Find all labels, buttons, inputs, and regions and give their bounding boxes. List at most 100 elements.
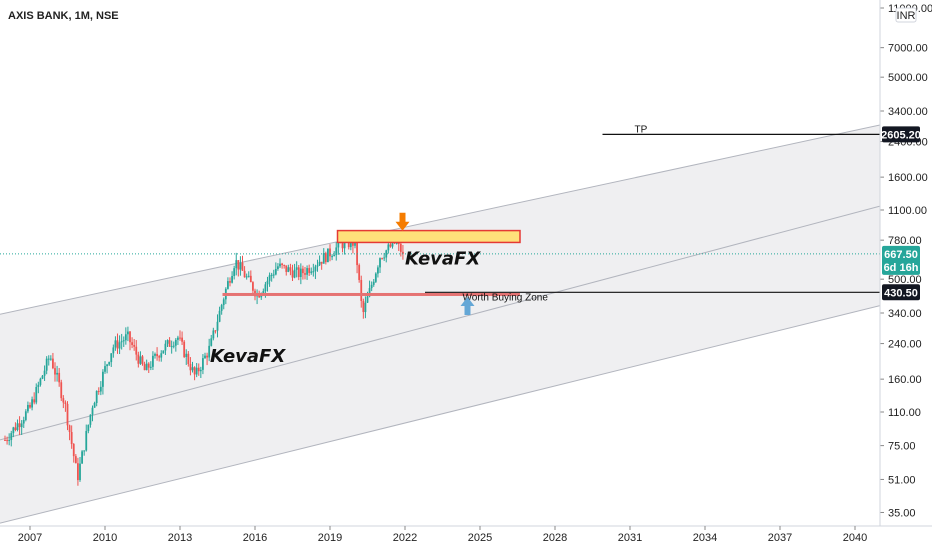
candle-body[interactable] [156,353,158,357]
candle-body[interactable] [91,407,94,415]
candle-body[interactable] [118,342,121,349]
candle-body[interactable] [385,250,388,258]
candle-body[interactable] [135,346,138,355]
candle-body[interactable] [47,358,50,360]
candle-body[interactable] [54,368,56,375]
candle-body[interactable] [287,267,290,272]
candle-body[interactable] [131,342,133,345]
candle-body[interactable] [35,387,38,403]
candle-body[interactable] [387,244,390,251]
candle-body[interactable] [204,355,206,359]
candle-body[interactable] [366,296,369,303]
candle-body[interactable] [324,253,327,263]
candle-body[interactable] [220,305,223,311]
candle-body[interactable] [285,265,288,272]
candle-body[interactable] [56,372,58,375]
channel-middle-line[interactable] [0,205,881,441]
candle-body[interactable] [202,358,204,370]
candle-body[interactable] [52,358,54,369]
candle-body[interactable] [356,237,358,266]
candle-body[interactable] [99,386,102,392]
candle-body[interactable] [81,451,83,464]
candle-body[interactable] [337,241,340,248]
candle-body[interactable] [277,266,279,270]
candle-body[interactable] [110,353,113,363]
candle-body[interactable] [274,269,277,275]
candle-body[interactable] [166,340,169,344]
candle-body[interactable] [129,331,131,343]
candle-body[interactable] [68,425,71,433]
candle-body[interactable] [22,419,25,424]
candle-body[interactable] [291,270,294,278]
candle-body[interactable] [239,262,242,270]
candle-body[interactable] [247,275,250,277]
candle-body[interactable] [41,375,44,379]
candle-body[interactable] [49,358,52,360]
candle-body[interactable] [162,350,165,354]
candle-body[interactable] [33,399,36,403]
candle-body[interactable] [64,402,67,404]
candle-body[interactable] [383,257,386,259]
candle-body[interactable] [14,427,17,431]
candle-body[interactable] [283,265,286,267]
candle-body[interactable] [79,463,81,481]
candle-body[interactable] [58,372,61,383]
candle-body[interactable] [312,271,315,273]
candle-body[interactable] [295,267,298,270]
channel-upper-line[interactable] [0,124,881,315]
candle-body[interactable] [402,251,404,254]
candle-body[interactable] [102,371,104,387]
candle-body[interactable] [24,411,27,420]
resistance-zone[interactable] [336,229,521,244]
candle-body[interactable] [316,265,319,267]
candle-body[interactable] [179,337,181,339]
candle-body[interactable] [20,423,23,428]
candle-body[interactable] [189,364,192,371]
channel-lower-line[interactable] [0,305,881,524]
candle-body[interactable] [185,353,188,357]
candle-body[interactable] [212,330,215,339]
candle-body[interactable] [399,243,402,252]
candle-body[interactable] [177,337,179,340]
candle-body[interactable] [83,450,86,452]
candle-body[interactable] [297,267,300,278]
candle-body[interactable] [335,247,338,255]
candle-body[interactable] [181,337,183,342]
candle-body[interactable] [233,268,236,276]
candle-body[interactable] [231,275,233,283]
candle-body[interactable] [222,299,225,306]
candle-body[interactable] [145,363,148,371]
candle-body[interactable] [39,378,42,385]
candle-body[interactable] [60,382,63,399]
candle-body[interactable] [252,282,254,291]
candle-body[interactable] [379,258,381,268]
candle-body[interactable] [381,258,383,260]
candle-body[interactable] [370,284,373,289]
candle-body[interactable] [197,367,200,372]
candle-body[interactable] [364,302,367,313]
candle-body[interactable] [31,399,33,408]
candle-body[interactable] [172,345,175,347]
candle-body[interactable] [302,268,304,274]
candle-body[interactable] [158,356,161,358]
candle-body[interactable] [270,274,273,276]
candle-body[interactable] [168,340,171,347]
candle-body[interactable] [149,366,152,368]
candle-body[interactable] [97,390,100,392]
candle-body[interactable] [72,444,75,457]
candle-body[interactable] [279,263,281,267]
candle-body[interactable] [191,367,194,371]
candle-body[interactable] [137,354,140,364]
candle-body[interactable] [104,366,106,372]
candle-body[interactable] [195,367,198,375]
candle-body[interactable] [308,268,311,273]
candle-body[interactable] [318,261,321,266]
candle-body[interactable] [37,384,40,388]
candle-body[interactable] [320,261,323,264]
candle-body[interactable] [372,281,375,285]
candle-body[interactable] [170,346,173,348]
candle-body[interactable] [268,275,271,281]
candle-body[interactable] [281,263,283,266]
